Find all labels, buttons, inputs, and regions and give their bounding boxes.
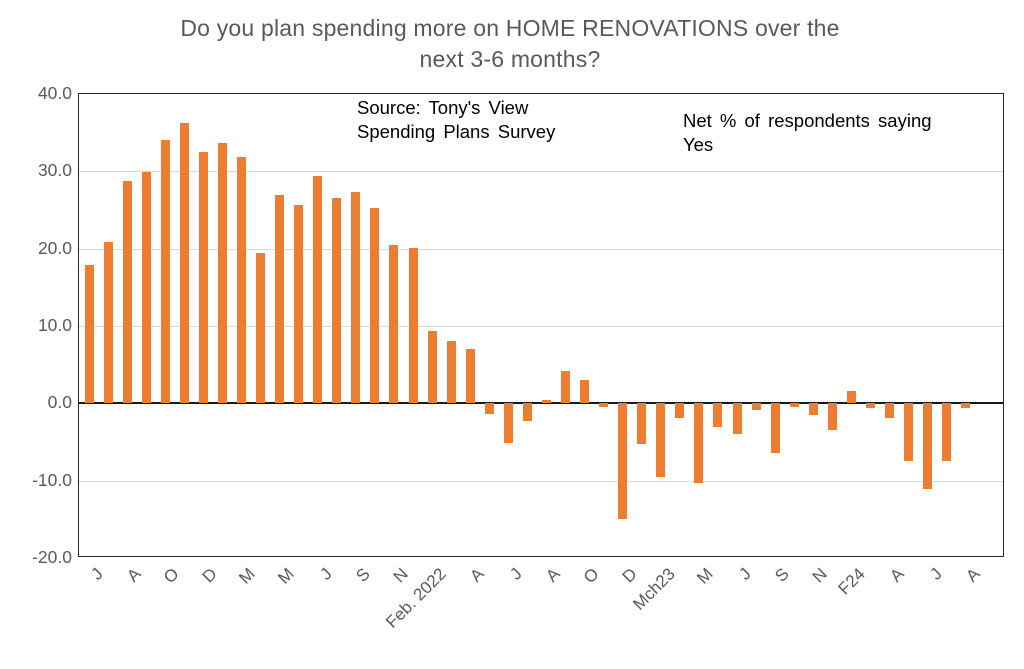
bar (313, 175, 323, 404)
x-tick-label: M (235, 564, 260, 588)
x-tick-label: S (771, 564, 793, 586)
bar (160, 139, 170, 404)
bar (446, 340, 456, 404)
bar (637, 403, 647, 445)
bar (522, 403, 532, 422)
gridline (79, 248, 1003, 250)
bar (694, 403, 704, 483)
x-tick-label: J (316, 564, 336, 584)
net-percent-annotation: Net % of respondents saying Yes (683, 109, 932, 157)
x-tick-label: J (87, 564, 107, 584)
bar (217, 143, 227, 404)
bar (942, 403, 952, 462)
bar (84, 264, 94, 404)
bar (865, 403, 875, 408)
source-annotation: Source: Tony's View Spending Plans Surve… (357, 96, 555, 144)
bar (561, 370, 570, 404)
bar (198, 152, 208, 404)
source-annotation-line1: Source: Tony's View (357, 97, 529, 118)
x-tick-label: A (123, 564, 145, 586)
x-tick-label: J (925, 564, 946, 584)
x-tick-label: Mch23 (629, 564, 679, 614)
bar (294, 205, 304, 404)
bar (904, 403, 914, 462)
x-tick-label: A (962, 564, 984, 586)
x-tick-label: M (693, 564, 717, 588)
y-tick-label: 30.0 (37, 160, 72, 181)
y-tick-label: 20.0 (37, 237, 72, 258)
x-tick-label: O (160, 564, 183, 588)
x-tick-label: D (198, 564, 222, 587)
bar (789, 403, 799, 408)
net-percent-annotation-line2: Yes (683, 134, 714, 155)
x-tick-label: A (542, 564, 565, 586)
x-tick-label: J (506, 564, 527, 584)
x-tick-label: D (618, 564, 641, 587)
bar (599, 403, 609, 408)
bar (275, 195, 285, 404)
x-tick-label: M (273, 564, 298, 588)
bar (389, 244, 399, 404)
bar (961, 403, 971, 408)
bar (465, 349, 475, 404)
bar (751, 403, 761, 410)
bar (103, 241, 113, 404)
gridline (79, 480, 1003, 482)
y-tick-label: 0.0 (47, 392, 72, 413)
y-tick-label: -20.0 (32, 547, 72, 567)
bar (885, 403, 895, 419)
bar (923, 403, 933, 490)
chart-title: Do you plan spending more on HOME RENOVA… (0, 13, 1020, 75)
bar (122, 181, 132, 404)
zero-axis-line (79, 402, 1003, 405)
x-tick-label: N (389, 564, 412, 587)
x-tick-label: A (885, 564, 908, 586)
bar (141, 172, 151, 404)
y-tick-label: 10.0 (37, 315, 72, 335)
source-annotation-line2: Spending Plans Survey (357, 121, 556, 142)
x-tick-label: A (466, 564, 488, 586)
x-tick-label: F24 (834, 564, 870, 599)
bar (256, 253, 266, 404)
bar (484, 403, 494, 415)
gridline (79, 171, 1003, 173)
plot-area (78, 93, 1004, 557)
x-tick-label: S (352, 564, 374, 586)
bar (179, 122, 189, 404)
bar (846, 390, 856, 404)
bar (332, 198, 342, 404)
bar (580, 380, 590, 404)
bar (618, 403, 628, 519)
net-percent-annotation-line1: Net % of respondents saying (683, 110, 932, 131)
bar (351, 192, 361, 404)
y-tick-label: -10.0 (32, 469, 72, 490)
chart-title-line1: Do you plan spending more on HOME RENOVA… (180, 15, 840, 41)
bar (675, 403, 685, 419)
bar (732, 403, 742, 435)
bar (770, 403, 780, 453)
bar (427, 331, 437, 404)
bar (541, 400, 551, 404)
bar (827, 403, 837, 431)
gridline (79, 326, 1003, 327)
x-tick-label: J (735, 564, 755, 584)
bar (370, 208, 380, 404)
x-tick-label: N (808, 564, 831, 587)
bar (408, 247, 418, 404)
bar (656, 403, 666, 477)
bar (713, 403, 723, 428)
bar (503, 403, 513, 443)
bar (236, 156, 246, 404)
x-tick-label: O (579, 564, 603, 588)
y-tick-label: 40.0 (37, 83, 72, 103)
bar (808, 403, 818, 415)
chart-title-line2: next 3-6 months? (419, 46, 601, 72)
